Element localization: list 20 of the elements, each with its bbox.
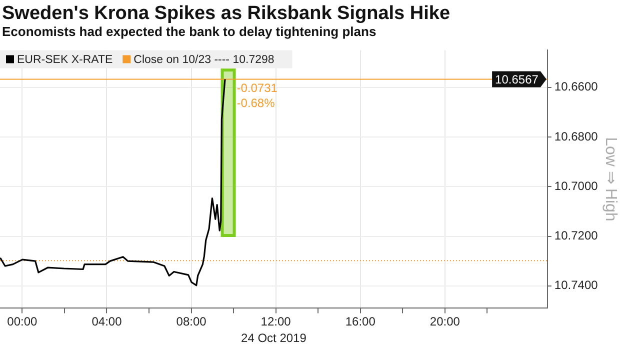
x-tick-label: 16:00 xyxy=(345,314,376,329)
legend-label: Close on 10/23 ---- 10.7298 xyxy=(134,54,274,66)
legend-label: EUR-SEK X-RATE xyxy=(17,54,113,66)
annotation: -0.68% xyxy=(236,96,276,110)
x-tick-label: 04:00 xyxy=(92,314,122,329)
x-tick-label: 08:00 xyxy=(176,314,207,329)
chart-subtitle: Economists had expected the bank to delay tightening plans xyxy=(1,24,378,40)
y-tick-label: 10.7400 xyxy=(554,278,598,292)
x-axis-title: 24 Oct 2019 xyxy=(241,331,307,346)
chart-title: Sweden's Krona Spikes as Riksbank Signals Hike xyxy=(1,2,452,24)
ref-line-label: 10.6567 xyxy=(495,72,539,87)
x-tick-label: 00:00 xyxy=(7,314,38,329)
annotation: -0.0731 xyxy=(236,80,278,95)
y-tick-label: 10.7000 xyxy=(554,178,598,193)
x-tick-label: 12:00 xyxy=(260,314,292,329)
y-tick-label: 10.6600 xyxy=(554,80,598,94)
y-tick-label: 10.7200 xyxy=(554,228,598,243)
y-axis-title: Low ⇒ High xyxy=(602,137,619,222)
x-tick-label: 20:00 xyxy=(430,314,460,329)
y-tick-label: 10.6800 xyxy=(554,129,598,144)
